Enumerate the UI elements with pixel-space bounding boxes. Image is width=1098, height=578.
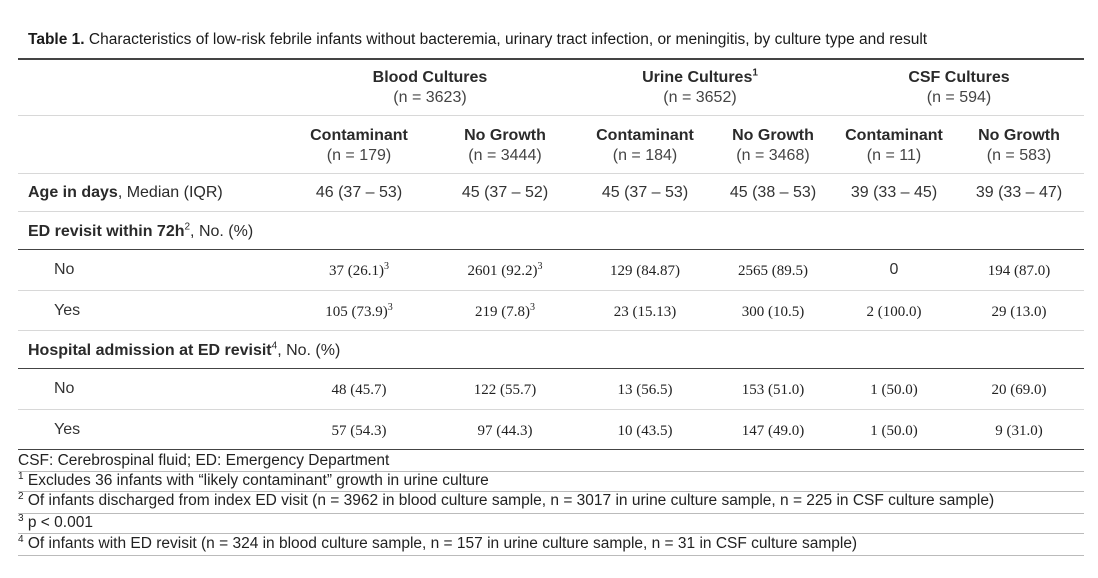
table-cell: 300 (10.5)	[741, 304, 805, 320]
footnote-abbreviations: CSF: Cerebrospinal fluid; ED: Emergency …	[18, 452, 390, 469]
row-divider	[18, 330, 1084, 331]
footnote-2: 2 Of infants discharged from index ED vi…	[18, 490, 995, 509]
table-title: Table 1. Characteristics of low-risk feb…	[28, 31, 927, 49]
table-cell: 9 (31.0)	[995, 423, 1043, 439]
row-label-yes: Yes	[54, 302, 81, 319]
footnote-bottom-rule	[18, 555, 1084, 556]
footnote-divider	[18, 471, 1084, 472]
group-n-csf: (n = 594)	[926, 89, 992, 106]
table-cell: 122 (55.7)	[473, 382, 537, 398]
table-cell: 1 (50.0)	[870, 382, 918, 398]
table-cell: 10 (43.5)	[617, 423, 673, 439]
row-label-no: No	[54, 380, 75, 397]
col-n: (n = 184)	[612, 147, 678, 164]
col-n: (n = 3468)	[736, 147, 810, 164]
table-cell: 153 (51.0)	[741, 382, 805, 398]
table-cell: 20 (69.0)	[991, 382, 1047, 398]
row-divider	[18, 211, 1084, 212]
table-cell: 2 (100.0)	[866, 304, 922, 320]
group-n-urine: (n = 3652)	[663, 89, 737, 106]
section-label-ed-revisit: ED revisit within 72h2, No. (%)	[28, 221, 254, 240]
col-n: (n = 3444)	[468, 147, 542, 164]
col-n: (n = 583)	[986, 147, 1052, 164]
col-header: Contaminant	[845, 127, 943, 144]
col-header: Contaminant	[596, 127, 694, 144]
group-header-blood: Blood Cultures	[372, 69, 488, 86]
top-rule	[18, 58, 1084, 60]
col-n: (n = 179)	[326, 147, 392, 164]
table-cell: 129 (84.87)	[610, 263, 680, 279]
table-cell: 46 (37 – 53)	[315, 184, 403, 201]
group-n-blood: (n = 3623)	[393, 89, 467, 106]
table-cell: 2565 (89.5)	[738, 263, 808, 279]
row-divider	[18, 409, 1084, 410]
table-cell: 45 (37 – 52)	[461, 184, 549, 201]
table-cell: 13 (56.5)	[617, 382, 673, 398]
footnote-divider	[18, 513, 1084, 514]
table-cell: 57 (54.3)	[331, 423, 387, 439]
table-cell: 37 (26.1)3	[329, 261, 389, 280]
table-cell: 1 (50.0)	[870, 423, 918, 439]
group-header-urine: Urine Cultures1	[642, 67, 758, 86]
row-label-age: Age in days, Median (IQR)	[28, 184, 223, 201]
table-cell: 2601 (92.2)3	[467, 261, 543, 280]
group-header-csf: CSF Cultures	[908, 69, 1010, 86]
col-header: No Growth	[978, 127, 1060, 144]
row-divider	[18, 290, 1084, 291]
table-caption: Characteristics of low-risk febrile infa…	[88, 31, 928, 48]
table-cell: 194 (87.0)	[987, 263, 1051, 279]
row-label-no: No	[54, 261, 75, 278]
col-header: No Growth	[464, 127, 546, 144]
footnote-1: 1 Excludes 36 infants with “likely conta…	[18, 470, 489, 489]
section-rule	[18, 368, 1084, 369]
table-cell: 48 (45.7)	[331, 382, 387, 398]
table-cell: 0	[889, 261, 899, 278]
footnote-divider	[18, 491, 1084, 492]
table-cell: 45 (38 – 53)	[729, 184, 817, 201]
row-label-yes: Yes	[54, 421, 81, 438]
col-n: (n = 11)	[866, 147, 922, 164]
table-cell: 105 (73.9)3	[325, 302, 393, 321]
table-cell: 39 (33 – 45)	[850, 184, 938, 201]
col-header: Contaminant	[310, 127, 408, 144]
table-cell: 219 (7.8)3	[475, 302, 535, 321]
footnote-divider	[18, 533, 1084, 534]
table-cell: 39 (33 – 47)	[975, 184, 1063, 201]
footnote-4: 4 Of infants with ED revisit (n = 324 in…	[18, 533, 858, 552]
table-cell: 23 (15.13)	[613, 304, 677, 320]
header-divider	[18, 115, 1084, 116]
table-bottom-rule	[18, 449, 1084, 450]
table-cell: 29 (13.0)	[991, 304, 1047, 320]
footnote-3: 3 p < 0.001	[18, 512, 93, 531]
table-label: Table 1.	[28, 31, 85, 48]
table-cell: 97 (44.3)	[477, 423, 533, 439]
col-header: No Growth	[732, 127, 814, 144]
table-cell: 147 (49.0)	[741, 423, 805, 439]
column-divider	[18, 173, 1084, 174]
section-label-hospital-admission: Hospital admission at ED revisit4, No. (…	[28, 340, 341, 359]
table-cell: 45 (37 – 53)	[601, 184, 689, 201]
section-rule	[18, 249, 1084, 250]
